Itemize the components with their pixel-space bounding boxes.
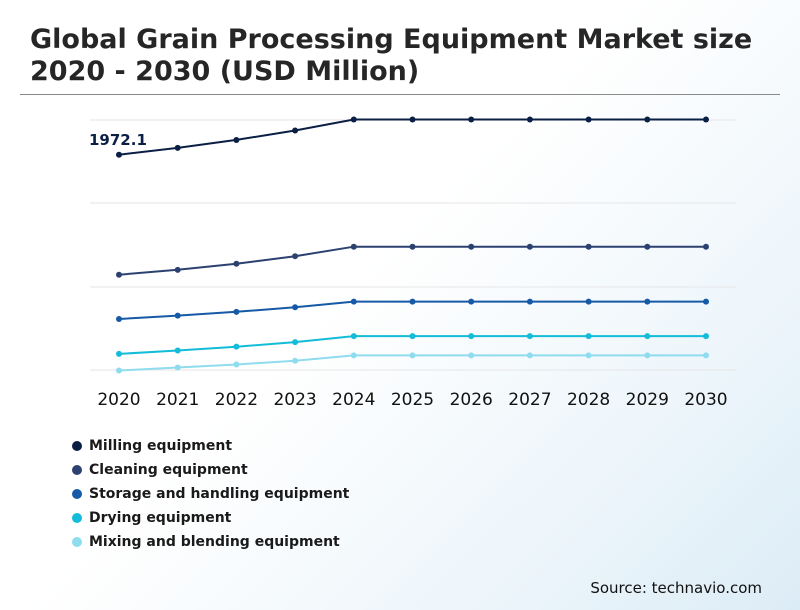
data-point [116, 367, 122, 374]
x-tick-label: 2022 [215, 390, 258, 410]
legend-label: Cleaning equipment [89, 462, 248, 478]
x-tick-label: 2021 [156, 390, 199, 410]
data-point [409, 352, 416, 359]
legend-label: Milling equipment [89, 438, 233, 454]
line-chart: 2020 2021 2022 2023 2024 2025 2026 2027 2028 2029… [89, 116, 736, 410]
data-point [350, 116, 357, 123]
data-point [644, 298, 651, 305]
data-point [292, 339, 299, 346]
x-tick-label: 2028 [567, 390, 610, 410]
data-point [409, 243, 416, 250]
data-point [644, 352, 651, 359]
legend-item-cleaning: Cleaning equipment [72, 458, 349, 482]
data-point [174, 312, 181, 319]
data-point [703, 243, 709, 250]
data-point [409, 298, 416, 305]
data-point [703, 352, 709, 359]
data-point [703, 298, 709, 305]
data-point [233, 260, 240, 267]
data-point [526, 333, 533, 340]
data-point [174, 144, 181, 151]
data-point [116, 316, 122, 323]
data-point [526, 116, 533, 123]
data-point [116, 350, 122, 357]
data-point [526, 352, 533, 359]
data-point [585, 243, 592, 250]
series-line [118, 245, 706, 276]
data-point [526, 298, 533, 305]
data-point [468, 333, 475, 340]
x-tick-label: 2025 [391, 390, 434, 410]
series-line [118, 118, 706, 156]
data-point [644, 243, 651, 250]
data-point [585, 298, 592, 305]
title-divider [20, 94, 780, 95]
legend: Milling equipment Cleaning equipment Sto… [72, 434, 349, 554]
data-point [585, 116, 592, 123]
legend-marker [72, 465, 82, 475]
chart-title: Global Grain Processing Equipment Market… [30, 24, 753, 87]
legend-label: Storage and handling equipment [89, 486, 350, 502]
data-point [350, 333, 357, 340]
legend-item-drying: Drying equipment [72, 506, 349, 530]
x-tick-label: 2026 [450, 390, 493, 410]
data-point [409, 116, 416, 123]
legend-label: Mixing and blending equipment [89, 534, 340, 550]
x-tick-label: 2029 [626, 390, 669, 410]
legend-item-storage: Storage and handling equipment [72, 482, 349, 506]
data-point [292, 304, 299, 311]
data-point [350, 243, 357, 250]
data-point [703, 333, 709, 340]
legend-item-milling: Milling equipment [72, 434, 349, 458]
data-point [174, 266, 181, 273]
data-point [644, 333, 651, 340]
data-point [292, 357, 299, 364]
data-point [233, 308, 240, 315]
data-point [409, 333, 416, 340]
data-point [233, 343, 240, 350]
data-point [174, 364, 181, 371]
x-tick-label: 2020 [97, 390, 140, 410]
legend-marker [72, 537, 82, 547]
data-point [116, 271, 122, 278]
data-point [292, 253, 299, 260]
x-tick-label: 2027 [508, 390, 551, 410]
legend-label: Drying equipment [89, 510, 232, 526]
data-point [468, 116, 475, 123]
data-point [233, 361, 240, 368]
data-point [703, 116, 709, 123]
data-point [350, 352, 357, 359]
data-point [350, 298, 357, 305]
x-tick-label: 2030 [684, 390, 727, 410]
legend-marker [72, 441, 82, 451]
data-point [174, 347, 181, 354]
source-credit: Source: technavio.com [590, 579, 762, 597]
data-point [644, 116, 651, 123]
data-label: 1972.1 [89, 131, 147, 149]
data-point [468, 352, 475, 359]
legend-marker [72, 489, 82, 499]
legend-marker [72, 513, 82, 523]
legend-item-mixing: Mixing and blending equipment [72, 530, 349, 554]
data-point [233, 136, 240, 143]
data-point [468, 243, 475, 250]
data-point [585, 352, 592, 359]
data-point [585, 333, 592, 340]
data-point [116, 151, 122, 158]
x-tick-label: 2024 [332, 390, 375, 410]
x-tick-label: 2023 [273, 390, 316, 410]
data-point [526, 243, 533, 250]
data-point [292, 127, 299, 134]
data-point [468, 298, 475, 305]
